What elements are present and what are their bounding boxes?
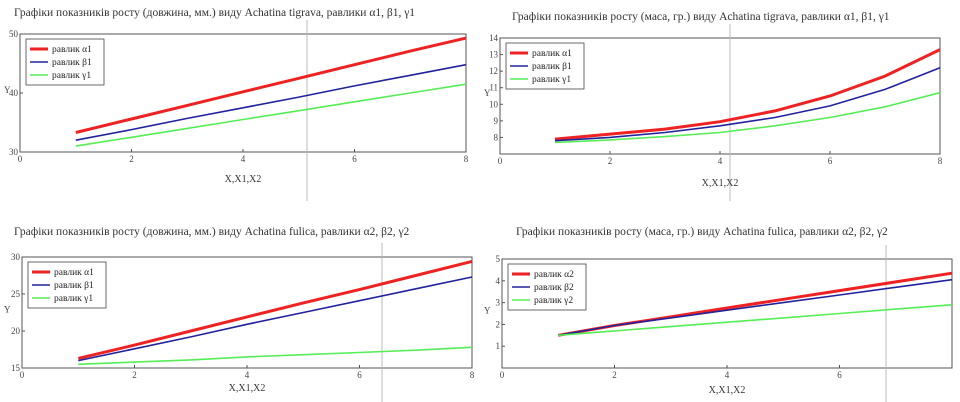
x-tick-label: 6	[837, 370, 842, 380]
x-tick-label: 0	[18, 154, 23, 164]
y-tick-label: 4	[496, 276, 501, 286]
legend-label-1: равлик α2	[534, 270, 574, 280]
chart-title: Графіки показників росту (маса, гр.) вид…	[516, 226, 888, 238]
y-tick-label: 25	[11, 289, 21, 299]
chart-panel-length-tigrava: Графіки показників росту (довжина, мм.) …	[0, 0, 480, 201]
y-tick-label: 11	[489, 83, 498, 93]
y-tick-label: 13	[489, 50, 499, 60]
series-line-3	[558, 304, 953, 337]
x-tick-label: 6	[357, 370, 362, 380]
x-tick-label: 0	[20, 370, 25, 380]
y-axis-label: Y	[484, 88, 491, 98]
x-tick-label: 8	[470, 370, 475, 380]
series-line-1	[75, 36, 467, 134]
y-tick-label: 8	[494, 132, 499, 142]
legend-label-2: равлик β2	[534, 283, 574, 293]
chart-mass-tigrava: Графіки показників росту (маса, гр.) вид…	[484, 11, 943, 201]
x-tick-label: 6	[828, 156, 833, 166]
series-line-1	[77, 259, 473, 360]
y-tick-label: 15	[11, 363, 21, 373]
chart-panel-length-fulica: Графіки показників росту (довжина, мм.) …	[0, 201, 480, 402]
y-tick-label: 3	[496, 298, 501, 308]
series-line-1	[554, 48, 941, 141]
x-axis-label: X,X1,X2	[709, 385, 746, 396]
series-line-2	[75, 63, 467, 141]
legend-label-3: равлик γ1	[532, 75, 571, 85]
y-tick-label: 9	[494, 116, 499, 126]
x-axis-label: X,X1,X2	[225, 174, 262, 185]
series-line-1	[558, 271, 953, 337]
x-tick-label: 4	[241, 154, 246, 164]
x-tick-label: 2	[132, 370, 137, 380]
y-tick-label: 12	[489, 66, 498, 76]
y-tick-label: 2	[496, 319, 501, 329]
chart-panel-mass-tigrava: Графіки показників росту (маса, гр.) вид…	[480, 0, 960, 201]
chart-title: Графіки показників росту (маса, гр.) вид…	[512, 11, 890, 23]
x-tick-label: 4	[725, 370, 730, 380]
x-tick-label: 2	[608, 156, 613, 166]
series-line-3	[78, 346, 473, 366]
x-axis-label: X,X1,X2	[229, 383, 266, 394]
x-tick-label: 0	[500, 370, 505, 380]
y-tick-label: 20	[11, 326, 21, 336]
y-tick-label: 30	[11, 252, 21, 262]
series-line-3	[554, 91, 941, 144]
y-tick-label: 50	[9, 29, 19, 39]
x-tick-label: 6	[352, 154, 357, 164]
series-line-2	[554, 67, 941, 142]
x-tick-label: 0	[498, 156, 503, 166]
x-tick-label: 4	[245, 370, 250, 380]
legend-label-3: равлик γ1	[54, 294, 93, 304]
y-axis-label: Y	[4, 305, 11, 315]
series-line-3	[75, 83, 467, 147]
y-tick-label: 10	[489, 99, 499, 109]
y-tick-label: 5	[496, 254, 501, 264]
chart-title: Графіки показників росту (довжина, мм.) …	[14, 7, 415, 19]
y-axis-label: Y	[484, 306, 491, 316]
legend-label-2: равлик β1	[532, 62, 572, 72]
y-tick-label: 30	[9, 147, 19, 157]
series-line-2	[558, 278, 953, 337]
chart-title: Графіки показників росту (довжина, мм.) …	[14, 226, 410, 238]
x-tick-label: 8	[938, 156, 943, 166]
legend-label-1: равлик α1	[54, 268, 94, 278]
y-tick-label: 14	[489, 33, 499, 43]
legend-label-1: равлик α1	[52, 45, 92, 55]
chart-mass-fulica: Графіки показників росту (маса, гр.) вид…	[484, 226, 953, 402]
x-tick-label: 2	[129, 154, 134, 164]
y-tick-label: 40	[9, 88, 19, 98]
legend-label-2: равлик β1	[54, 281, 94, 291]
legend-label-3: равлик γ1	[52, 71, 91, 81]
chart-panel-mass-fulica: Графіки показників росту (маса, гр.) вид…	[480, 201, 960, 402]
legend-label-1: равлик α1	[532, 49, 572, 59]
x-tick-label: 2	[612, 370, 617, 380]
legend-label-2: равлик β1	[52, 58, 92, 68]
chart-length-tigrava: Графіки показників росту (довжина, мм.) …	[4, 7, 469, 201]
legend-label-3: равлик γ2	[534, 296, 573, 306]
x-tick-label: 8	[464, 154, 469, 164]
series-line-2	[78, 276, 473, 362]
y-axis-label: Y	[4, 85, 11, 95]
y-tick-label: 1	[496, 341, 501, 351]
x-tick-label: 4	[718, 156, 723, 166]
x-axis-label: X,X1,X2	[702, 178, 739, 189]
chart-length-fulica: Графіки показників росту (довжина, мм.) …	[4, 226, 475, 402]
